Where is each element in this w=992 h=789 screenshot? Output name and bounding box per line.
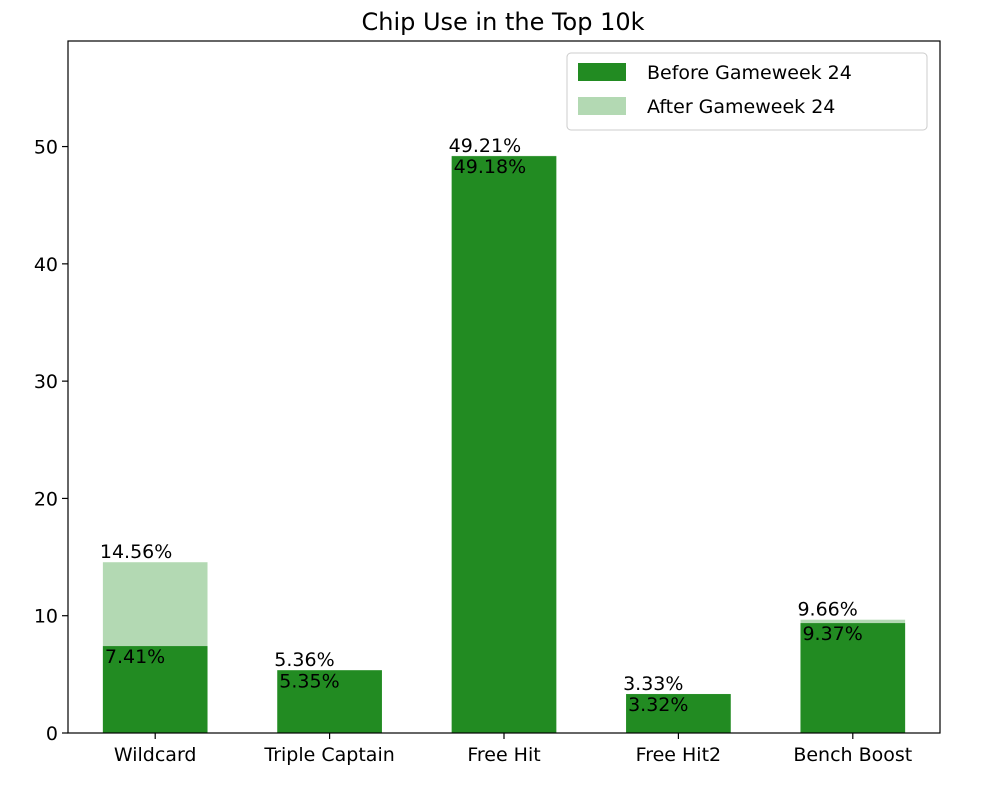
y-tick-label-5: 50 [34,137,58,159]
data-label-after-2: 49.21% [449,135,521,157]
data-label-after-1: 5.36% [274,649,334,671]
legend-label-1: After Gameweek 24 [647,96,835,118]
x-tick-label-1: Triple Captain [263,744,394,766]
data-label-after-4: 9.66% [797,599,857,621]
data-label-after-0: 14.56% [100,541,172,563]
bar-before-4 [800,623,906,733]
bar-before-0 [102,646,208,733]
chart-title: Chip Use in the Top 10k [361,8,644,36]
y-tick-label-4: 40 [34,254,58,276]
bar-before-1 [277,670,382,733]
legend: Before Gameweek 24 After Gameweek 24 [566,52,928,131]
x-tick-label-4: Bench Boost [793,744,912,766]
y-tick-label-0: 0 [46,723,58,745]
y-tick-label-1: 10 [34,606,58,628]
x-tick-label-0: Wildcard [114,744,197,766]
data-label-after-3: 3.33% [623,673,683,695]
x-tick-label-2: Free Hit [467,744,540,766]
bar-before-3 [626,694,731,733]
data-label-before-2: 49.18% [454,156,526,178]
legend-swatch-0 [578,63,626,81]
legend-box [566,52,928,131]
data-label-before-3: 3.32% [628,694,688,716]
y-tick-label-3: 30 [34,371,58,393]
data-label-before-1: 5.35% [279,670,339,692]
data-label-before-4: 9.37% [802,623,862,645]
bar-before-2 [451,156,557,734]
legend-swatch-1 [578,97,626,115]
y-tick-label-2: 20 [34,488,58,510]
x-tick-label-3: Free Hit2 [636,744,721,766]
legend-label-0: Before Gameweek 24 [647,62,852,84]
data-label-before-0: 7.41% [105,646,165,668]
plot-area: 14.56% 7.41% 5.36%5.35% 49.21%49.18% 3.33%3.… [34,40,941,766]
